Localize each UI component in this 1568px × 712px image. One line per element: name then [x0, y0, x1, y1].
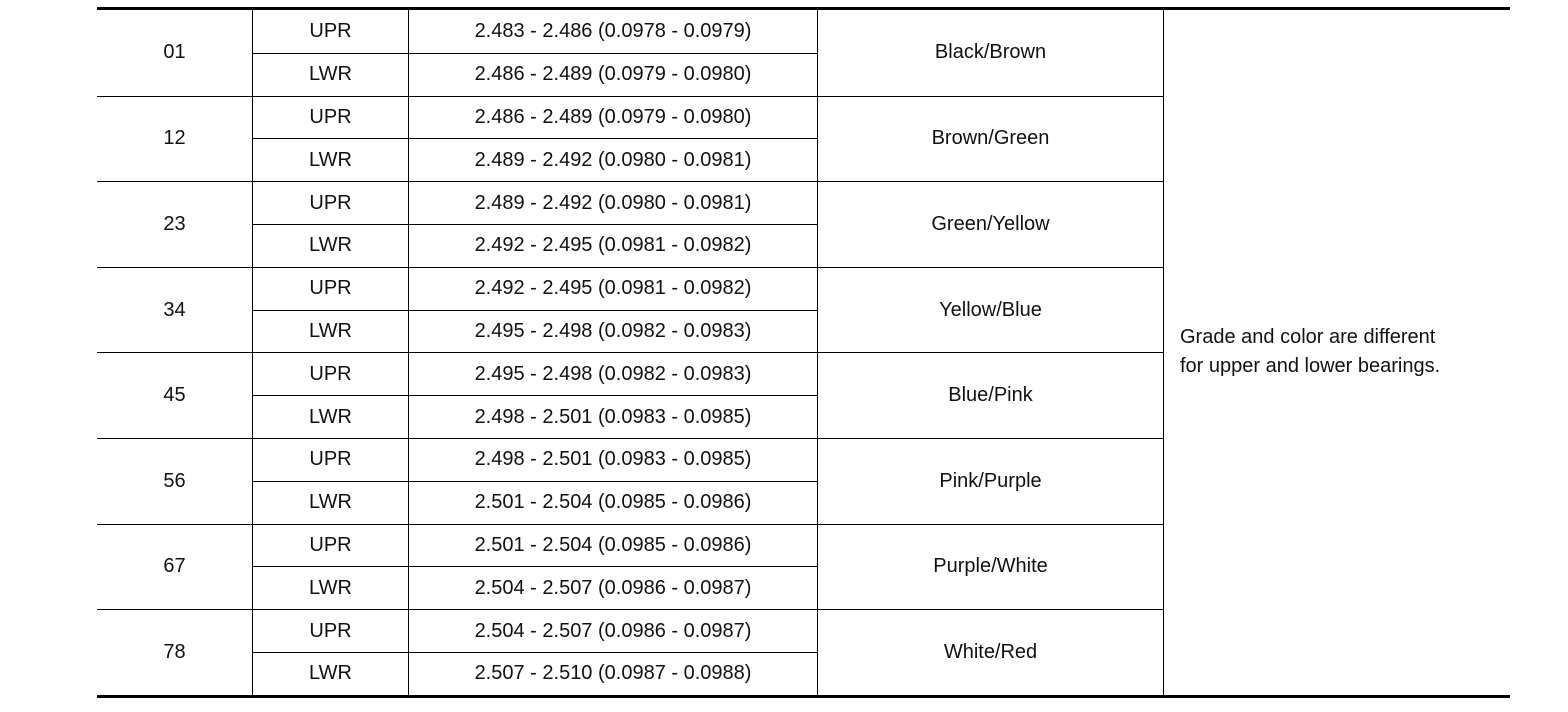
thickness-upr-cell: 2.504 - 2.507 (0.0986 - 0.0987)	[409, 609, 818, 652]
position-upr-cell: UPR	[253, 609, 409, 652]
color-cell: Purple/White	[818, 523, 1164, 610]
color-cell: White/Red	[818, 609, 1164, 695]
position-lwr-cell: LWR	[253, 309, 409, 353]
thickness-upr-cell: 2.489 - 2.492 (0.0980 - 0.0981)	[409, 181, 818, 224]
grade-cell: 45	[97, 352, 253, 438]
position-upr-cell: UPR	[253, 266, 409, 310]
color-cell: Green/Yellow	[818, 181, 1164, 267]
grade-cell: 34	[97, 266, 253, 353]
thickness-lwr-cell: 2.504 - 2.507 (0.0986 - 0.0987)	[409, 566, 818, 610]
thickness-lwr-cell: 2.486 - 2.489 (0.0979 - 0.0980)	[409, 52, 818, 96]
thickness-upr-cell: 2.486 - 2.489 (0.0979 - 0.0980)	[409, 95, 818, 139]
position-lwr-cell: LWR	[253, 138, 409, 182]
thickness-lwr-cell: 2.501 - 2.504 (0.0985 - 0.0986)	[409, 480, 818, 524]
grade-cell: 56	[97, 437, 253, 524]
position-lwr-cell: LWR	[253, 395, 409, 438]
position-upr-cell: UPR	[253, 523, 409, 567]
thickness-lwr-cell: 2.498 - 2.501 (0.0983 - 0.0985)	[409, 395, 818, 438]
position-upr-cell: UPR	[253, 181, 409, 224]
position-lwr-cell: LWR	[253, 223, 409, 267]
color-cell: Blue/Pink	[818, 352, 1164, 438]
position-upr-cell: UPR	[253, 437, 409, 481]
position-lwr-cell: LWR	[253, 480, 409, 524]
position-upr-cell: UPR	[253, 95, 409, 139]
thickness-lwr-cell: 2.495 - 2.498 (0.0982 - 0.0983)	[409, 309, 818, 353]
bearing-grade-table: Grade and color are different for upper a…	[97, 7, 1510, 698]
color-cell: Black/Brown	[818, 10, 1164, 96]
note-line-2: for upper and lower bearings.	[1180, 355, 1441, 378]
thickness-upr-cell: 2.492 - 2.495 (0.0981 - 0.0982)	[409, 266, 818, 310]
position-upr-cell: UPR	[253, 10, 409, 53]
thickness-lwr-cell: 2.492 - 2.495 (0.0981 - 0.0982)	[409, 223, 818, 267]
thickness-upr-cell: 2.495 - 2.498 (0.0982 - 0.0983)	[409, 352, 818, 396]
position-lwr-cell: LWR	[253, 566, 409, 610]
grade-cell: 23	[97, 181, 253, 267]
thickness-upr-cell: 2.501 - 2.504 (0.0985 - 0.0986)	[409, 523, 818, 567]
thickness-upr-cell: 2.498 - 2.501 (0.0983 - 0.0985)	[409, 437, 818, 481]
note-line-1: Grade and color are different	[1180, 326, 1436, 349]
color-cell: Brown/Green	[818, 95, 1164, 182]
thickness-lwr-cell: 2.507 - 2.510 (0.0987 - 0.0988)	[409, 651, 818, 695]
note-cell: Grade and color are different for upper a…	[1164, 10, 1510, 695]
grade-cell: 78	[97, 609, 253, 695]
color-cell: Yellow/Blue	[818, 266, 1164, 353]
position-lwr-cell: LWR	[253, 52, 409, 96]
position-upr-cell: UPR	[253, 352, 409, 396]
thickness-lwr-cell: 2.489 - 2.492 (0.0980 - 0.0981)	[409, 138, 818, 182]
position-lwr-cell: LWR	[253, 651, 409, 695]
color-cell: Pink/Purple	[818, 437, 1164, 524]
grade-cell: 67	[97, 523, 253, 610]
grade-cell: 01	[97, 10, 253, 96]
thickness-upr-cell: 2.483 - 2.486 (0.0978 - 0.0979)	[409, 10, 818, 53]
grade-cell: 12	[97, 95, 253, 182]
